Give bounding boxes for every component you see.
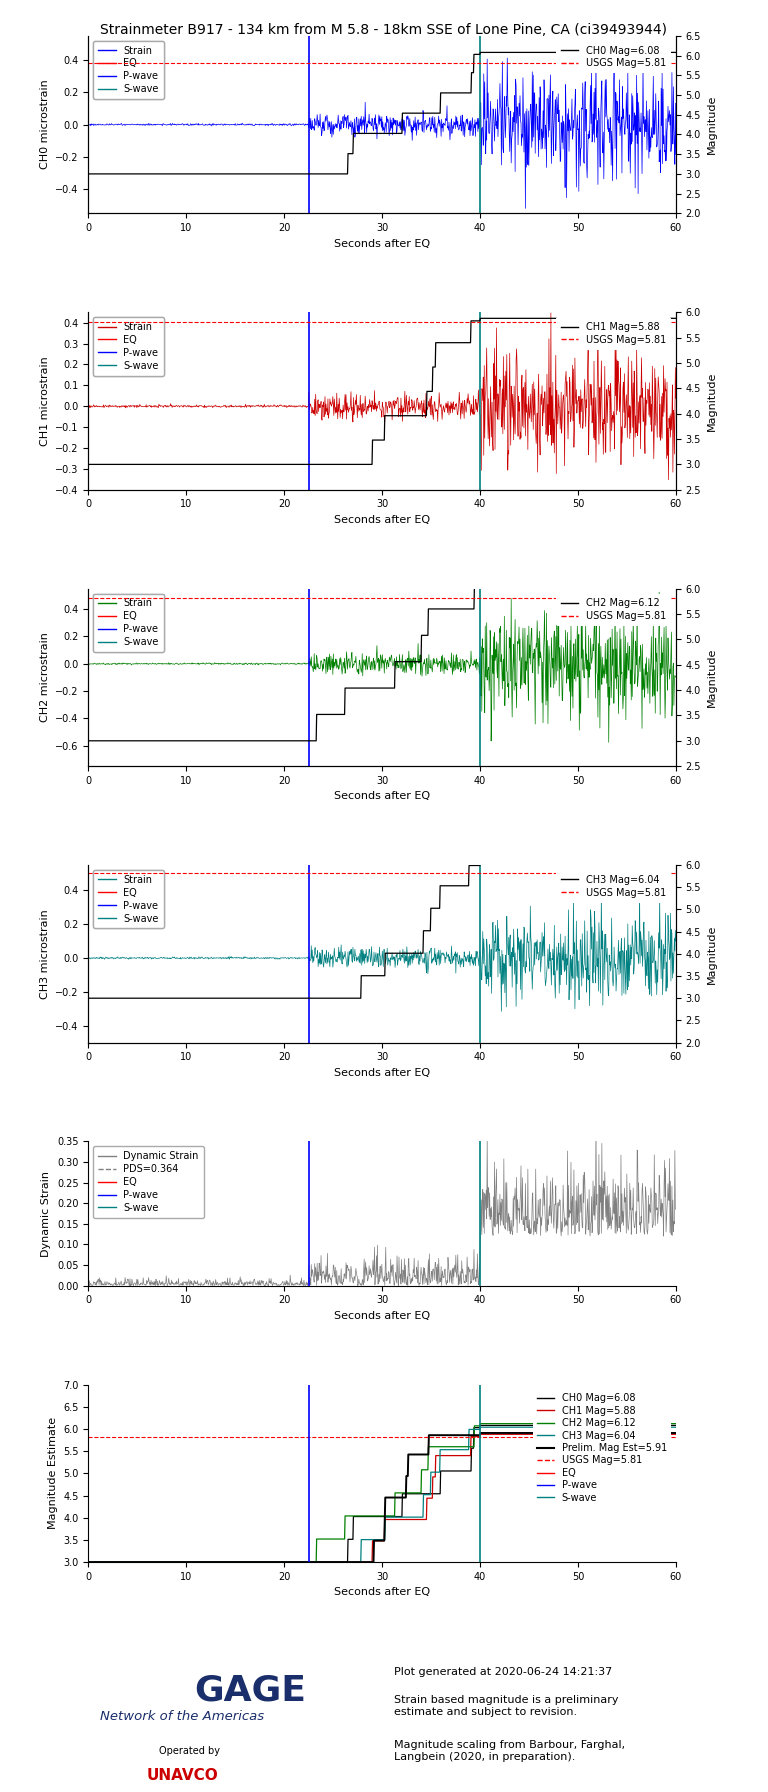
- Legend: Strain, EQ, P-wave, S-wave: Strain, EQ, P-wave, S-wave: [93, 41, 164, 99]
- Text: Strain based magnitude is a preliminary
estimate and subject to revision.: Strain based magnitude is a preliminary …: [394, 1695, 618, 1717]
- Y-axis label: CH2 microstrain: CH2 microstrain: [39, 633, 50, 722]
- Legend: CH0 Mag=6.08, USGS Mag=5.81: CH0 Mag=6.08, USGS Mag=5.81: [556, 41, 671, 73]
- Y-axis label: CH3 microstrain: CH3 microstrain: [39, 909, 50, 998]
- Text: Magnitude scaling from Barbour, Farghal,
Langbein (2020, in preparation).: Magnitude scaling from Barbour, Farghal,…: [394, 1740, 625, 1762]
- Text: Plot generated at 2020-06-24 14:21:37: Plot generated at 2020-06-24 14:21:37: [394, 1667, 612, 1677]
- Text: GAGE: GAGE: [194, 1674, 306, 1708]
- Y-axis label: Magnitude: Magnitude: [707, 647, 717, 708]
- Y-axis label: CH0 microstrain: CH0 microstrain: [39, 79, 50, 170]
- X-axis label: Seconds after EQ: Seconds after EQ: [334, 1588, 430, 1597]
- Y-axis label: Dynamic Strain: Dynamic Strain: [41, 1170, 51, 1256]
- X-axis label: Seconds after EQ: Seconds after EQ: [334, 1312, 430, 1321]
- Legend: Strain, EQ, P-wave, S-wave: Strain, EQ, P-wave, S-wave: [93, 593, 164, 652]
- Text: Strainmeter B917 - 134 km from M 5.8 - 18km SSE of Lone Pine, CA (ci39493944): Strainmeter B917 - 134 km from M 5.8 - 1…: [101, 23, 667, 38]
- Y-axis label: Magnitude Estimate: Magnitude Estimate: [48, 1417, 58, 1529]
- Y-axis label: Magnitude: Magnitude: [707, 371, 717, 430]
- Text: Network of the Americas: Network of the Americas: [100, 1710, 264, 1722]
- Legend: CH0 Mag=6.08, CH1 Mag=5.88, CH2 Mag=6.12, CH3 Mag=6.04, Prelim. Mag Est=5.91, US: CH0 Mag=6.08, CH1 Mag=5.88, CH2 Mag=6.12…: [533, 1389, 671, 1507]
- Y-axis label: Magnitude: Magnitude: [707, 95, 717, 154]
- Legend: CH1 Mag=5.88, USGS Mag=5.81: CH1 Mag=5.88, USGS Mag=5.81: [556, 317, 671, 349]
- Legend: Dynamic Strain, PDS=0.364, EQ, P-wave, S-wave: Dynamic Strain, PDS=0.364, EQ, P-wave, S…: [93, 1147, 204, 1219]
- Legend: Strain, EQ, P-wave, S-wave: Strain, EQ, P-wave, S-wave: [93, 317, 164, 376]
- Legend: CH2 Mag=6.12, USGS Mag=5.81: CH2 Mag=6.12, USGS Mag=5.81: [556, 593, 671, 625]
- Legend: Strain, EQ, P-wave, S-wave: Strain, EQ, P-wave, S-wave: [93, 869, 164, 928]
- Text: UNAVCO: UNAVCO: [147, 1769, 219, 1783]
- Text: Operated by: Operated by: [159, 1747, 220, 1756]
- X-axis label: Seconds after EQ: Seconds after EQ: [334, 1068, 430, 1077]
- Y-axis label: CH1 microstrain: CH1 microstrain: [39, 357, 50, 446]
- Y-axis label: Magnitude: Magnitude: [707, 925, 717, 984]
- X-axis label: Seconds after EQ: Seconds after EQ: [334, 792, 430, 801]
- X-axis label: Seconds after EQ: Seconds after EQ: [334, 238, 430, 249]
- Legend: CH3 Mag=6.04, USGS Mag=5.81: CH3 Mag=6.04, USGS Mag=5.81: [556, 869, 671, 903]
- X-axis label: Seconds after EQ: Seconds after EQ: [334, 514, 430, 525]
